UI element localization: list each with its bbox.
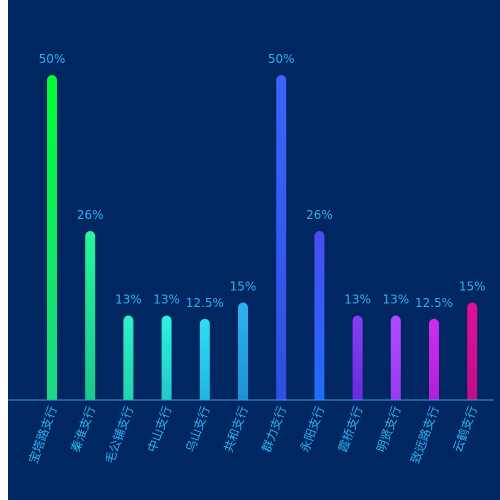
value-label-4: 12.5% — [186, 296, 224, 310]
value-label-2: 13% — [115, 293, 142, 307]
value-label-0: 50% — [39, 52, 66, 66]
bar-2[interactable] — [123, 315, 134, 401]
value-label-11: 15% — [459, 280, 486, 294]
bar-5[interactable] — [238, 302, 248, 401]
value-label-8: 13% — [344, 293, 371, 307]
value-label-6: 50% — [268, 52, 295, 66]
bar-10[interactable] — [429, 318, 439, 400]
bar-11[interactable] — [467, 302, 478, 401]
bar-7[interactable] — [314, 231, 325, 400]
bar-1[interactable] — [85, 231, 96, 400]
bar-chart: 50% 26% 13% 13% 12.5% 15% 50% 26% 13% 13% 12.5% 15%… — [8, 0, 500, 500]
bar-3[interactable] — [161, 315, 172, 401]
value-label-10: 12.5% — [415, 296, 453, 310]
bar-0[interactable] — [47, 75, 57, 400]
bar-4[interactable] — [199, 318, 210, 400]
chart-panel: 50% 26% 13% 13% 12.5% 15% 50% 26% 13% 13% 12.5% 15%… — [8, 0, 500, 500]
value-label-7: 26% — [306, 208, 333, 222]
value-labels-group: 50% 26% 13% 13% 12.5% 15% 50% 26% 13% 13% 12.5% 15% — [39, 52, 486, 310]
bars-group — [47, 75, 478, 401]
bar-8[interactable] — [352, 315, 363, 401]
bar-9[interactable] — [390, 315, 401, 401]
value-label-1: 26% — [77, 208, 104, 222]
value-label-9: 13% — [382, 293, 409, 307]
bar-6[interactable] — [276, 75, 287, 400]
value-label-5: 15% — [230, 280, 257, 294]
value-label-3: 13% — [153, 293, 180, 307]
